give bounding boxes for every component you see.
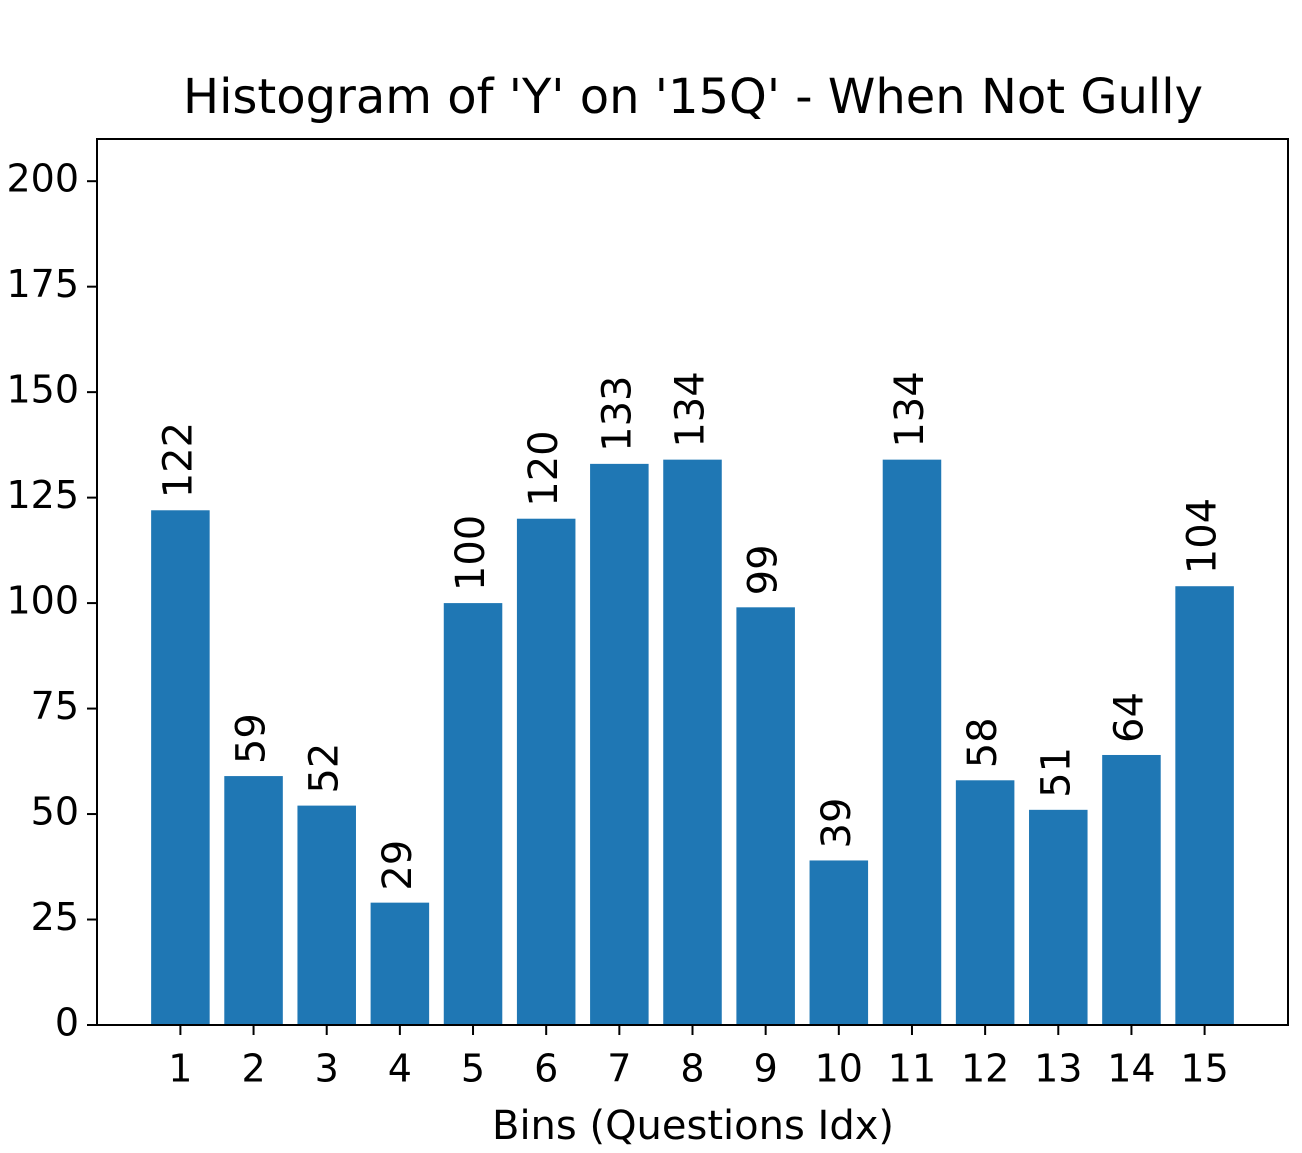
- bar: [443, 603, 503, 1025]
- x-tick-label: 4: [388, 1047, 412, 1091]
- value-label: 59: [229, 713, 275, 764]
- x-tick-label: 5: [461, 1047, 485, 1091]
- value-label: 52: [302, 743, 348, 794]
- value-label: 134: [887, 371, 933, 447]
- y-tick-label: 125: [6, 473, 79, 517]
- bar: [736, 607, 795, 1025]
- bar: [590, 463, 649, 1025]
- bar: [151, 510, 210, 1025]
- y-tick-label: 200: [6, 157, 79, 201]
- x-tick-label: 6: [534, 1047, 558, 1091]
- x-tick-label: 15: [1180, 1047, 1228, 1091]
- bar: [809, 860, 869, 1025]
- bar: [882, 459, 942, 1026]
- value-label: 51: [1033, 747, 1079, 798]
- y-tick-label: 175: [6, 262, 79, 306]
- bar: [370, 902, 430, 1025]
- value-label: 99: [741, 544, 787, 595]
- value-label: 100: [448, 515, 494, 591]
- x-axis-label: Bins (Questions Idx): [492, 1103, 894, 1149]
- value-label: 64: [1106, 692, 1152, 743]
- x-tick-label: 2: [241, 1047, 265, 1091]
- value-label: 134: [668, 371, 714, 447]
- bar: [1102, 754, 1161, 1025]
- bar: [224, 776, 283, 1025]
- y-tick-label: 50: [31, 790, 79, 834]
- value-label: 29: [375, 840, 421, 891]
- value-label: 120: [521, 430, 567, 506]
- y-tick-label: 75: [31, 684, 79, 728]
- x-tick-label: 7: [607, 1047, 631, 1091]
- y-tick-label: 150: [6, 368, 79, 412]
- value-label: 39: [814, 798, 860, 849]
- value-label: 133: [594, 376, 640, 452]
- x-tick-label: 3: [315, 1047, 339, 1091]
- bar: [516, 518, 576, 1025]
- bar: [1175, 586, 1234, 1025]
- x-tick-label: 14: [1107, 1047, 1155, 1091]
- chart-title: Histogram of 'Y' on '15Q' - When Not Gul…: [183, 69, 1203, 125]
- x-tick-label: 8: [680, 1047, 704, 1091]
- bar: [1029, 809, 1088, 1025]
- value-label: 122: [155, 422, 201, 498]
- x-tick-label: 10: [815, 1047, 863, 1091]
- bar: [297, 805, 356, 1025]
- bar: [663, 459, 722, 1026]
- x-tick-label: 13: [1034, 1047, 1082, 1091]
- x-tick-label: 1: [168, 1047, 192, 1091]
- x-tick-label: 12: [961, 1047, 1009, 1091]
- x-tick-label: 11: [888, 1047, 936, 1091]
- y-tick-label: 25: [31, 895, 79, 939]
- value-label: 104: [1180, 498, 1226, 574]
- x-tick-label: 9: [754, 1047, 778, 1091]
- y-tick-label: 0: [55, 1001, 79, 1045]
- plot-frame: [96, 138, 1289, 1026]
- bar: [955, 780, 1015, 1025]
- value-label: 58: [960, 717, 1006, 768]
- y-tick-label: 100: [6, 579, 79, 623]
